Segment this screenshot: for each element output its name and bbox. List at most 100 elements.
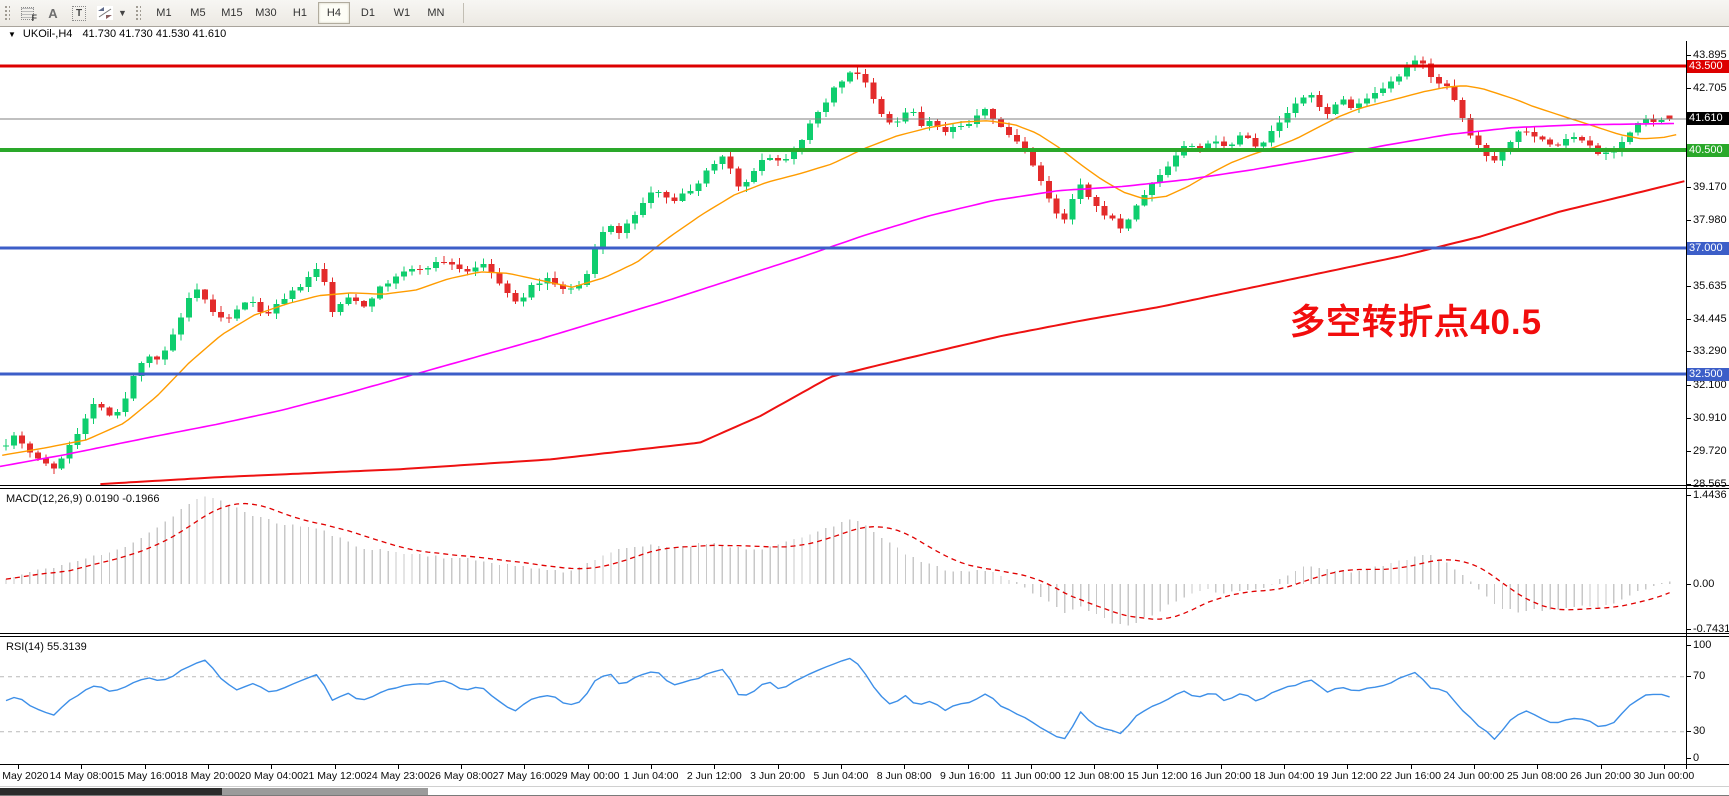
time-tick-label: 30 Jun 00:00 bbox=[1633, 770, 1695, 782]
toolbar-grip[interactable] bbox=[3, 4, 10, 22]
panel-divider[interactable] bbox=[0, 633, 1729, 637]
price-tick-mark bbox=[1686, 319, 1691, 321]
text-label-tool-icon[interactable]: T bbox=[66, 2, 92, 24]
candle-body bbox=[759, 159, 766, 171]
price-tick-label: 33.290 bbox=[1693, 345, 1727, 358]
timeframe-button-m30[interactable]: M30 bbox=[255, 7, 277, 19]
macd-tick-label: 1.4436 bbox=[1693, 489, 1727, 501]
bottom-scrollbar-thumb-gray[interactable] bbox=[222, 788, 428, 795]
candle-body bbox=[1602, 152, 1609, 155]
time-tick-mark bbox=[1600, 765, 1602, 769]
candle-body bbox=[289, 290, 296, 299]
candle-body bbox=[536, 283, 543, 286]
candle-body bbox=[990, 109, 997, 119]
candle-body bbox=[862, 74, 869, 83]
candle-body bbox=[1236, 135, 1243, 145]
candle-body bbox=[607, 226, 614, 233]
rsi-panel[interactable] bbox=[0, 638, 1686, 764]
text-tool-icon[interactable]: A bbox=[40, 2, 66, 24]
candle-body bbox=[695, 183, 702, 191]
time-tick-mark bbox=[397, 765, 399, 769]
candle-body bbox=[1053, 198, 1060, 214]
rsi-line bbox=[5, 657, 1670, 740]
fibonacci-tool-icon[interactable]: F bbox=[14, 2, 40, 24]
candle-body bbox=[663, 191, 670, 198]
candle-body bbox=[106, 407, 113, 416]
candle-body bbox=[18, 435, 25, 444]
timeframe-button-m5[interactable]: M5 bbox=[190, 7, 206, 19]
macd-histogram-layer bbox=[5, 496, 1671, 626]
timeframe-button-m1[interactable]: M1 bbox=[156, 7, 172, 19]
candle-body bbox=[1563, 138, 1570, 146]
candle-body bbox=[1061, 213, 1068, 220]
rsi-value: 55.3139 bbox=[46, 641, 87, 653]
rsi-tick-mark bbox=[1686, 676, 1691, 678]
rsi-tick-mark bbox=[1686, 644, 1691, 646]
timeframe-toolbar-grip[interactable] bbox=[133, 4, 141, 22]
candle-body bbox=[1340, 99, 1347, 105]
time-tick-mark bbox=[461, 765, 463, 769]
candle-body bbox=[297, 287, 304, 291]
candle-body bbox=[886, 113, 893, 123]
macd-panel[interactable] bbox=[0, 490, 1686, 633]
candle-body bbox=[361, 300, 368, 307]
candle-body bbox=[1109, 215, 1116, 219]
macd-value-signal: -0.1966 bbox=[122, 493, 160, 505]
arrow-tool-icon[interactable] bbox=[92, 2, 118, 24]
candle-body bbox=[568, 288, 575, 290]
time-tick-label: 14 May 08:00 bbox=[49, 770, 114, 782]
candle-body bbox=[1634, 123, 1641, 133]
candle-body bbox=[385, 283, 392, 287]
price-tick-mark bbox=[1686, 451, 1691, 453]
ma-mid-magenta bbox=[0, 122, 1675, 468]
rsi-tick-label: 100 bbox=[1693, 638, 1712, 651]
time-tick-mark bbox=[18, 765, 19, 769]
candle-body bbox=[1316, 95, 1323, 107]
time-tick-mark bbox=[524, 765, 526, 769]
candle-body bbox=[305, 276, 312, 288]
candle-body bbox=[225, 317, 232, 319]
fibonacci-grid-glyph bbox=[20, 6, 34, 20]
timeframe-button-h4[interactable]: H4 bbox=[317, 2, 350, 24]
candle-body bbox=[74, 433, 81, 446]
main-chart[interactable] bbox=[0, 41, 1686, 485]
timeframe-button-d1[interactable]: D1 bbox=[360, 7, 375, 19]
macd-tick-label: 0.00 bbox=[1693, 577, 1715, 590]
candle-body bbox=[321, 269, 328, 282]
candle-body bbox=[1427, 63, 1434, 78]
time-tick-mark bbox=[207, 765, 209, 769]
time-tick-label: 27 May 16:00 bbox=[492, 770, 557, 782]
time-tick-label: 19 Jun 12:00 bbox=[1316, 770, 1378, 782]
timeframe-button-h1[interactable]: H1 bbox=[292, 7, 307, 19]
macd-tick-label: -0.7431 bbox=[1693, 623, 1729, 636]
candle-body bbox=[1380, 88, 1387, 94]
candle-body bbox=[1204, 143, 1211, 148]
arrow-tool-dropdown-caret[interactable]: ▼ bbox=[118, 8, 127, 18]
candle-body bbox=[1515, 131, 1522, 143]
candle-body bbox=[114, 411, 121, 416]
price-tick-label: 35.635 bbox=[1693, 279, 1727, 292]
candle-body bbox=[424, 268, 431, 270]
symbol-dropdown-caret[interactable]: ▼ bbox=[8, 29, 16, 39]
time-tick-mark bbox=[1410, 765, 1412, 769]
time-tick-mark bbox=[1284, 765, 1285, 769]
candle-body bbox=[806, 123, 813, 140]
candle-body bbox=[1324, 106, 1331, 114]
rsi-tick-label: 30 bbox=[1693, 725, 1706, 738]
panel-divider[interactable] bbox=[0, 485, 1729, 489]
candle-body bbox=[1260, 142, 1267, 147]
rsi-tick-label: 70 bbox=[1693, 670, 1706, 683]
candle-body bbox=[1396, 76, 1402, 82]
toolbar: F A T ▼ M1 M5 M15 M30 H1 H4 D1 W1 MN bbox=[0, 0, 1729, 27]
bottom-scrollbar-track bbox=[0, 786, 1729, 796]
candle-body bbox=[751, 170, 758, 183]
candle-body bbox=[1642, 119, 1649, 124]
candle-body bbox=[1459, 99, 1466, 118]
bottom-scrollbar-thumb-dark[interactable] bbox=[0, 788, 222, 795]
candle-body bbox=[576, 285, 583, 289]
timeframe-button-m15[interactable]: M15 bbox=[221, 7, 243, 19]
timeframe-button-w1[interactable]: W1 bbox=[393, 7, 411, 19]
timeframe-button-mn[interactable]: MN bbox=[427, 7, 445, 19]
candle-body bbox=[1133, 205, 1140, 220]
rsi-tick-label: 0 bbox=[1693, 751, 1700, 764]
